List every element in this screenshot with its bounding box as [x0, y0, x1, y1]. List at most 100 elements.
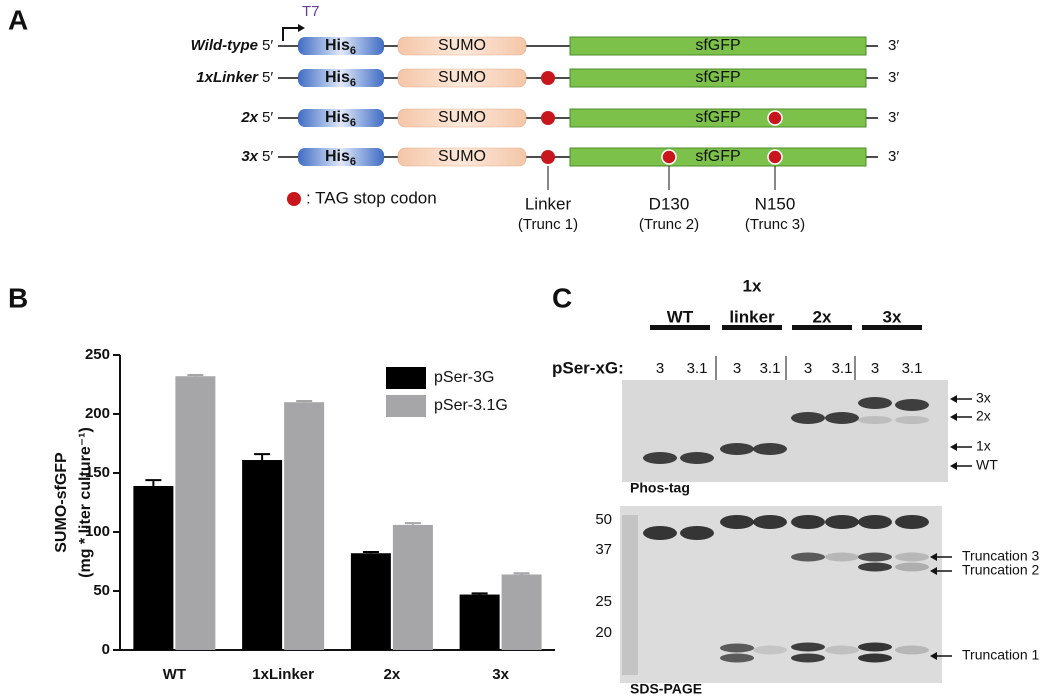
- bar: [284, 402, 325, 650]
- arrow-head: [950, 413, 957, 421]
- gel-band: [895, 552, 929, 562]
- lane-group: 2x: [813, 307, 832, 326]
- gel-band: [858, 653, 892, 663]
- his-box: [298, 69, 384, 87]
- five-prime: 5′: [262, 69, 273, 86]
- arrow-head: [930, 553, 937, 561]
- stop-codon: [767, 149, 783, 165]
- his-label: His6: [325, 148, 356, 168]
- his-text: His: [325, 109, 350, 126]
- gel-band: [680, 526, 714, 540]
- site-name: D130: [649, 194, 690, 213]
- lane-label: 3.1: [832, 360, 853, 377]
- y-axis-label: (mg * liter culture⁻¹): [77, 427, 94, 578]
- lane-group: 1x: [743, 276, 762, 295]
- site-name: Linker: [525, 194, 572, 213]
- lane-label: 3.1: [902, 360, 923, 377]
- legend-text: : TAG stop codon: [306, 188, 437, 207]
- arrow-head: [950, 395, 957, 403]
- three-prime: 3′: [888, 37, 899, 54]
- his-text: His: [325, 37, 350, 54]
- gel-label: Phos-tag: [630, 480, 690, 496]
- gel-band: [791, 552, 825, 562]
- panel-label: A: [8, 4, 28, 35]
- five-prime: 5′: [262, 37, 273, 54]
- his-sub: 6: [350, 77, 356, 89]
- y-tick-label: 0: [102, 641, 110, 658]
- gel-band: [753, 645, 787, 655]
- gel-band: [825, 552, 859, 562]
- bar: [133, 485, 174, 650]
- gel-band: [858, 416, 892, 424]
- bar: [501, 574, 542, 650]
- stop-codon: [767, 110, 783, 126]
- stop-codon: [541, 150, 555, 164]
- three-prime: 3′: [888, 69, 899, 86]
- his-label: His6: [325, 37, 356, 57]
- his-box: [298, 148, 384, 166]
- lane-label: 3: [656, 360, 664, 377]
- sumo-box: [397, 108, 527, 128]
- his-sub: 6: [350, 156, 356, 168]
- gel-band: [895, 515, 929, 529]
- five-prime: 5′: [262, 148, 273, 165]
- arrow-head: [930, 652, 937, 660]
- sfgfp-label: sfGFP: [695, 37, 740, 54]
- promoter: T7: [302, 3, 320, 20]
- truncation-label: Truncation 2: [962, 562, 1040, 578]
- panel-label: B: [8, 282, 28, 313]
- gel-band: [858, 515, 892, 529]
- sumo-label: SUMO: [438, 109, 486, 126]
- gel-band: [895, 562, 929, 572]
- his-box: [298, 37, 384, 55]
- gel-band: [753, 443, 787, 455]
- x-tick-label: WT: [163, 666, 186, 683]
- gel-band: [895, 416, 929, 424]
- his-text: His: [325, 148, 350, 165]
- legend-label: pSer-3G: [434, 369, 494, 386]
- stop-codon: [541, 111, 555, 125]
- lane-group: linker: [729, 307, 775, 326]
- arrow-head: [930, 567, 937, 575]
- lane-label: 3: [733, 360, 741, 377]
- bar: [392, 524, 433, 650]
- lane-label: 3.1: [760, 360, 781, 377]
- gel-label: SDS-PAGE: [630, 681, 702, 697]
- sumo-box: [397, 36, 527, 56]
- group-bar: [650, 325, 710, 330]
- y-tick-label: 250: [85, 346, 110, 363]
- promoter-arrow: [282, 27, 300, 41]
- bar: [175, 376, 216, 650]
- gel-band: [858, 562, 892, 572]
- sumo-label: SUMO: [438, 148, 486, 165]
- sumo-box: [397, 68, 527, 88]
- lane-label: 3.1: [687, 360, 708, 377]
- sfgfp-box: [569, 147, 867, 167]
- gel-band: [720, 643, 754, 653]
- legend-label: pSer-3.1G: [434, 397, 508, 414]
- phos-gel: [622, 380, 948, 482]
- lane-group: WT: [667, 307, 694, 326]
- site-name: N150: [755, 194, 796, 213]
- gel-band: [680, 452, 714, 464]
- gel-band: [643, 452, 677, 464]
- arrow-head: [950, 462, 957, 470]
- sfgfp-box: [569, 36, 867, 56]
- bar: [350, 553, 391, 650]
- his-box: [298, 109, 384, 127]
- gel-band: [895, 399, 929, 411]
- his-sub: 6: [350, 117, 356, 129]
- y-axis-label: SUMO-sfGFP: [53, 452, 70, 553]
- bar: [242, 460, 283, 650]
- legend-swatch: [386, 395, 426, 417]
- ladder-lane: [622, 515, 638, 675]
- y-tick-label: 150: [85, 464, 110, 481]
- row-label: pSer-xG:: [552, 358, 624, 377]
- panel-label: C: [552, 282, 572, 313]
- x-tick-label: 3x: [492, 666, 509, 683]
- three-prime: 3′: [888, 148, 899, 165]
- sfgfp-box: [569, 68, 867, 88]
- gel-band: [858, 397, 892, 409]
- gel-band: [720, 653, 754, 663]
